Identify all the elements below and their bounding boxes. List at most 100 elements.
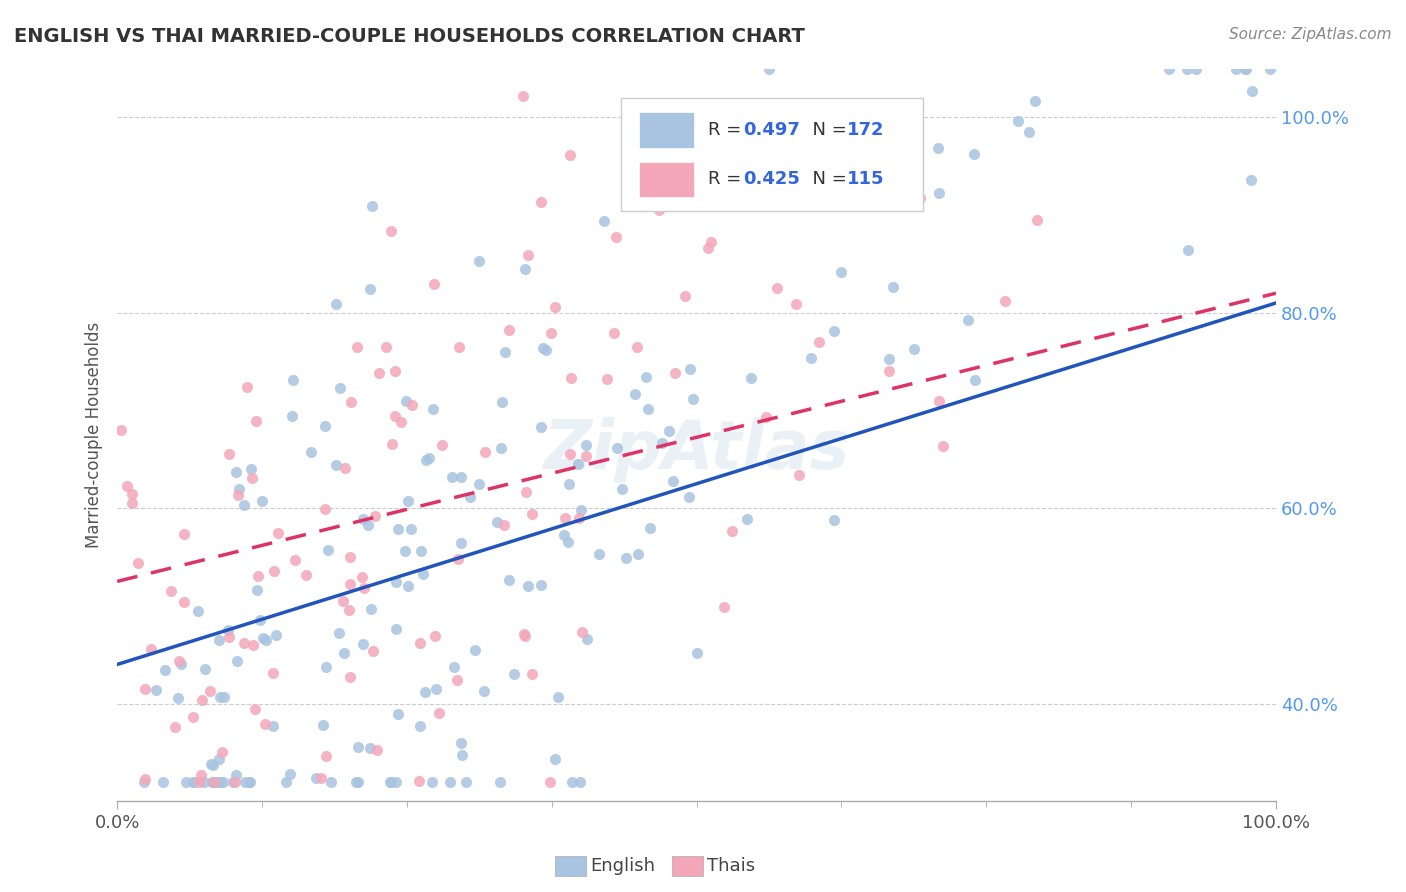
Text: R =: R = (709, 121, 747, 139)
Point (1234, 62, 1257, 76)
Point (200, 774, 222, 789)
Point (198, 684, 221, 698)
Point (612, 482, 634, 496)
Point (516, 248, 538, 262)
Point (366, 742, 388, 756)
Point (183, 774, 205, 789)
Point (678, 490, 700, 504)
Point (673, 289, 696, 303)
Point (538, 774, 561, 789)
Text: Thais: Thais (707, 857, 755, 875)
Point (305, 772, 328, 786)
Point (498, 573, 520, 587)
Point (350, 569, 373, 583)
Point (558, 476, 581, 491)
Point (624, 387, 647, 401)
Text: 115: 115 (848, 170, 884, 188)
Point (385, 622, 408, 636)
Point (211, 774, 233, 789)
Point (394, 543, 416, 558)
Point (522, 507, 544, 521)
Point (225, 466, 247, 480)
Point (401, 522, 423, 536)
Point (246, 582, 269, 597)
Point (807, 335, 830, 350)
Point (494, 345, 516, 359)
Point (170, 657, 193, 672)
FancyBboxPatch shape (638, 161, 695, 197)
Point (202, 757, 225, 772)
Point (1234, 62, 1257, 76)
Point (468, 253, 491, 268)
Point (492, 518, 515, 533)
Point (543, 751, 565, 765)
Point (409, 544, 432, 558)
Point (247, 569, 270, 583)
Text: 0.497: 0.497 (742, 121, 800, 139)
Point (422, 277, 444, 292)
Point (378, 774, 401, 789)
Point (240, 471, 263, 485)
Point (347, 739, 370, 754)
Text: N =: N = (801, 170, 852, 188)
Point (202, 774, 225, 789)
Point (352, 637, 374, 651)
Point (1177, 243, 1199, 257)
Point (928, 186, 950, 200)
Point (278, 767, 301, 781)
Point (380, 774, 402, 789)
Point (965, 373, 987, 387)
Y-axis label: Married-couple Households: Married-couple Households (86, 322, 103, 548)
Point (530, 578, 553, 592)
Point (315, 749, 337, 764)
Point (1225, 62, 1247, 76)
Point (208, 774, 231, 789)
Point (755, 409, 778, 424)
Point (1240, 84, 1263, 98)
Point (651, 436, 673, 450)
Point (439, 774, 461, 789)
Point (160, 584, 183, 599)
Point (575, 632, 598, 646)
Point (193, 774, 215, 789)
Point (637, 401, 659, 416)
Point (339, 549, 361, 564)
Point (299, 445, 322, 459)
Point (207, 774, 229, 789)
Point (1007, 114, 1029, 128)
Point (588, 547, 610, 561)
Point (877, 351, 900, 366)
Point (458, 490, 481, 504)
Point (332, 594, 354, 608)
Point (333, 646, 356, 660)
Point (233, 774, 256, 789)
Point (240, 462, 263, 476)
Point (314, 501, 336, 516)
Text: Source: ZipAtlas.com: Source: ZipAtlas.com (1229, 27, 1392, 42)
Point (557, 535, 579, 549)
Point (908, 190, 931, 204)
Point (787, 468, 810, 483)
Point (325, 297, 347, 311)
Point (318, 543, 340, 558)
Point (209, 690, 232, 704)
Point (543, 300, 565, 314)
Point (830, 264, 852, 278)
Point (218, 447, 240, 461)
Point (560, 371, 582, 385)
Point (963, 146, 986, 161)
Point (226, 488, 249, 502)
Point (571, 624, 593, 639)
Point (408, 773, 430, 788)
Point (450, 748, 472, 763)
Point (344, 774, 367, 789)
Point (396, 494, 419, 508)
Point (395, 393, 418, 408)
Point (385, 574, 408, 589)
Point (238, 774, 260, 789)
Point (592, 214, 614, 228)
Point (409, 636, 432, 650)
Point (446, 673, 468, 687)
Point (489, 441, 512, 455)
Point (224, 774, 246, 789)
